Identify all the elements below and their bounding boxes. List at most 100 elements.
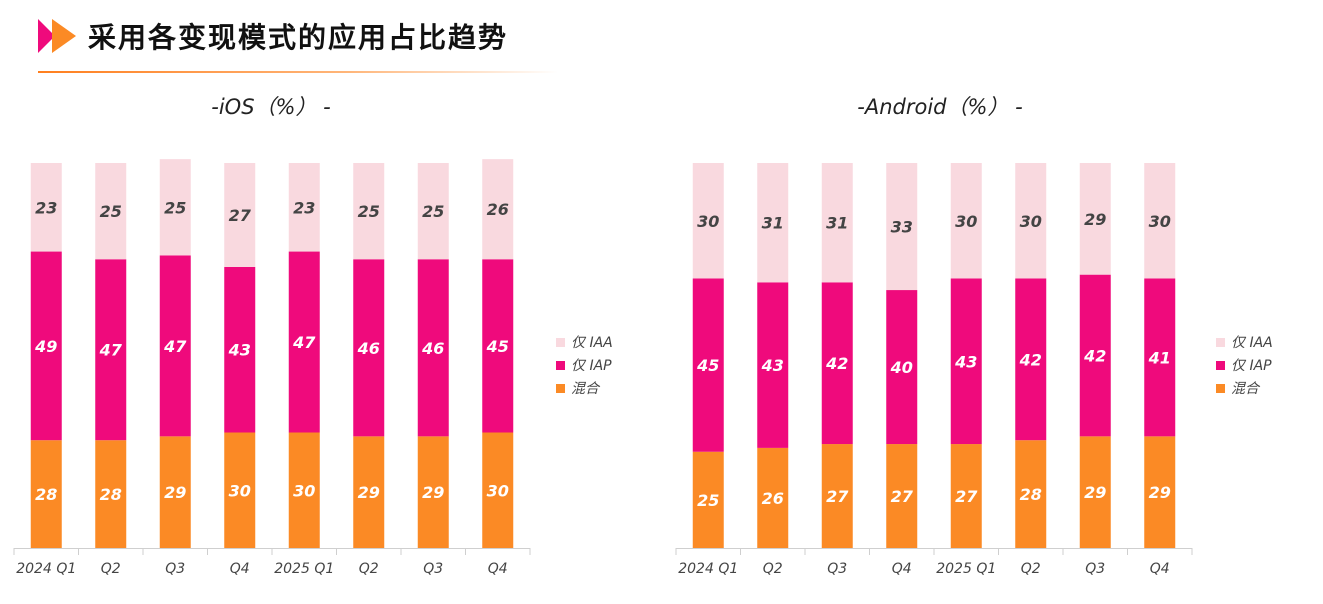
android-bar-iaa-2	[757, 163, 789, 283]
android-data-label-iap-1: 45	[696, 356, 719, 375]
android-chart-title: -Android（%） -	[857, 95, 1022, 119]
ios-bar-mixed-6	[353, 436, 385, 548]
android-bar-iaa-6	[1015, 163, 1047, 279]
android-legend-label-iap: 仅 IAP	[1231, 358, 1272, 374]
ios-bar-mixed-2	[95, 440, 127, 548]
android-data-label-mixed-7: 29	[1084, 483, 1106, 502]
android-data-label-mixed-4: 27	[891, 487, 914, 506]
android-data-label-iap-3: 42	[825, 354, 848, 373]
android-data-label-iaa-6: 30	[1020, 212, 1042, 231]
android-legend-swatch-iap	[1216, 361, 1225, 370]
android-tick-label-8: Q4	[1150, 561, 1170, 577]
android-tick-label-2: Q2	[763, 561, 783, 577]
android-legend-label-iaa: 仅 IAA	[1231, 335, 1273, 351]
android-bar-iap-8	[1144, 278, 1176, 437]
ios-bar-iap-2	[95, 259, 127, 441]
ios-bar-iaa-3	[159, 159, 191, 256]
ios-tick-label-1: 2024 Q1	[16, 561, 76, 577]
ios-data-label-mixed-4: 30	[229, 481, 251, 500]
ios-chart-title: -iOS（%） -	[211, 95, 330, 119]
ios-tick-label-7: Q3	[423, 561, 443, 577]
android-bar-iaa-4	[886, 163, 918, 291]
android-data-label-mixed-5: 27	[955, 487, 978, 506]
android-bar-mixed-3	[821, 444, 853, 548]
ios-data-label-iaa-4: 27	[229, 206, 252, 225]
android-tick-label-6: Q2	[1021, 561, 1041, 577]
android-bar-iap-3	[821, 282, 853, 445]
ios-legend-swatch-iap	[556, 361, 565, 370]
ios-bar-iaa-1	[30, 163, 62, 252]
ios-legend-label-mixed: 混合	[571, 381, 601, 397]
ios-bar-mixed-1	[30, 440, 62, 548]
ios-legend-swatch-mixed	[556, 384, 565, 393]
ios-data-label-mixed-6: 29	[358, 483, 380, 502]
android-bar-mixed-5	[950, 444, 982, 548]
brand-arrow-icon	[38, 19, 76, 53]
ios-bar-iap-1	[30, 251, 62, 441]
ios-data-label-iap-5: 47	[292, 333, 316, 352]
android-bar-iap-5	[950, 278, 982, 445]
ios-tick-label-3: Q3	[165, 561, 185, 577]
ios-data-label-iaa-3: 25	[164, 198, 186, 217]
android-legend-label-mixed: 混合	[1231, 381, 1261, 397]
ios-bar-mixed-7	[417, 436, 449, 548]
android-data-label-mixed-6: 28	[1020, 485, 1042, 504]
ios-bar-iap-8	[482, 259, 514, 433]
android-data-label-iap-8: 41	[1148, 348, 1171, 367]
android-bar-iaa-1	[692, 163, 724, 279]
android-bar-iap-2	[757, 282, 789, 448]
ios-tick-label-2: Q2	[101, 561, 121, 577]
ios-bar-iap-4	[224, 266, 256, 433]
ios-data-label-iap-7: 46	[421, 339, 444, 358]
ios-tick-label-8: Q4	[488, 561, 508, 577]
android-bar-iaa-7	[1079, 163, 1111, 275]
android-bar-iap-4	[886, 290, 918, 445]
ios-data-label-mixed-3: 29	[164, 483, 186, 502]
ios-bar-iap-5	[288, 251, 320, 433]
ios-data-label-iaa-7: 25	[422, 202, 444, 221]
ios-legend-label-iaa: 仅 IAA	[571, 335, 613, 351]
ios-data-label-iap-3: 47	[163, 337, 187, 356]
ios-data-label-mixed-8: 30	[487, 481, 509, 500]
android-data-label-iaa-7: 29	[1084, 210, 1106, 229]
android-bar-iap-6	[1015, 278, 1047, 441]
ios-data-label-iap-1: 49	[34, 337, 57, 356]
android-tick-label-1: 2024 Q1	[678, 561, 738, 577]
android-data-label-iap-7: 42	[1083, 347, 1106, 366]
ios-tick-label-6: Q2	[359, 561, 379, 577]
title-divider	[38, 71, 558, 73]
android-data-label-iaa-4: 33	[891, 218, 913, 237]
android-data-label-iap-5: 43	[954, 352, 977, 371]
ios-tick-label-5: 2025 Q1	[274, 561, 334, 577]
ios-bar-iaa-7	[417, 163, 449, 260]
android-data-label-mixed-8: 29	[1149, 483, 1171, 502]
android-tick-label-7: Q3	[1085, 561, 1105, 577]
ios-data-label-mixed-7: 29	[422, 483, 444, 502]
ios-bar-mixed-3	[159, 436, 191, 548]
ios-data-label-iaa-1: 23	[35, 198, 57, 217]
ios-bar-iaa-8	[482, 159, 514, 260]
ios-bar-iaa-6	[353, 163, 385, 260]
android-data-label-iap-6: 42	[1019, 350, 1042, 369]
ios-data-label-iaa-2: 25	[100, 202, 122, 221]
ios-data-label-iaa-8: 26	[487, 200, 509, 219]
android-data-label-mixed-3: 27	[826, 487, 849, 506]
ios-data-label-mixed-5: 30	[293, 481, 315, 500]
android-data-label-iaa-5: 30	[955, 212, 977, 231]
android-tick-label-5: 2025 Q1	[936, 561, 996, 577]
ios-data-label-iap-8: 45	[486, 337, 509, 356]
android-data-label-iap-4: 40	[890, 358, 913, 377]
ios-bar-iap-3	[159, 255, 191, 437]
android-bar-mixed-2	[757, 447, 789, 548]
android-bar-iap-1	[692, 278, 724, 452]
android-bar-mixed-4	[886, 444, 918, 548]
ios-bar-iaa-2	[95, 163, 127, 260]
android-legend-swatch-iaa	[1216, 338, 1225, 347]
android-data-label-iap-2: 43	[761, 356, 784, 375]
android-tick-label-4: Q4	[892, 561, 912, 577]
ios-bar-iap-6	[353, 259, 385, 437]
android-data-label-mixed-2: 26	[762, 489, 784, 508]
android-data-label-iaa-1: 30	[697, 212, 719, 231]
android-bar-iaa-5	[950, 163, 982, 279]
